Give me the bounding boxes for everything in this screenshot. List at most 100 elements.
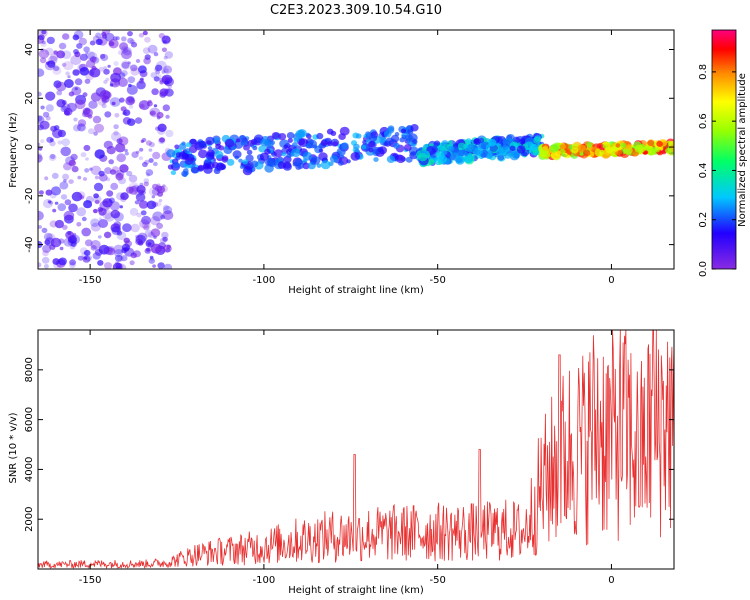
spectrogram-cell xyxy=(48,153,57,161)
spectrogram-cell xyxy=(435,151,441,157)
spectrogram-cell xyxy=(82,177,88,181)
spectrogram-cell xyxy=(41,227,48,233)
spectrogram-cell xyxy=(620,142,627,148)
snr-series-line xyxy=(38,330,674,569)
spectrogram-cell xyxy=(89,167,93,171)
spectrogram-cell xyxy=(82,255,91,263)
spectrogram-cell xyxy=(432,144,438,149)
spectrogram-cell xyxy=(70,153,78,161)
spectrogram-cell xyxy=(92,35,100,42)
spectrogram-cell xyxy=(156,183,161,188)
spectrogram-cell xyxy=(101,103,107,109)
spectrogram-cell xyxy=(152,183,159,190)
spectrogram-cell xyxy=(38,34,45,41)
spectrogram-cell xyxy=(161,47,167,53)
x-tick-label: 0 xyxy=(608,275,614,286)
spectrogram-cell xyxy=(93,182,104,192)
spectrogram-cell xyxy=(437,154,447,164)
spectrogram-cell xyxy=(155,201,162,207)
spectrogram-cell xyxy=(130,223,140,233)
spectrogram-cell xyxy=(103,231,112,239)
spectrogram-cell xyxy=(480,152,487,158)
spectrogram-cell xyxy=(115,143,126,153)
spectrogram-cell xyxy=(502,144,509,150)
spectrogram-cell xyxy=(135,234,139,239)
spectrogram-cell xyxy=(163,68,169,73)
spectrogram-cell xyxy=(46,136,54,143)
spectrogram-cell xyxy=(152,211,164,222)
y-tick-label: 20 xyxy=(24,92,35,105)
spectrogram-cell xyxy=(84,239,93,247)
spectrogram-cell xyxy=(436,145,445,152)
spectrogram-cell xyxy=(332,141,339,147)
spectrogram-cell xyxy=(571,147,579,154)
spectrogram-cell xyxy=(38,68,45,77)
spectrogram-cell xyxy=(94,123,104,133)
spectrogram-cell xyxy=(353,143,360,150)
y-tick-label: 6000 xyxy=(24,407,35,432)
spectrogram-cell xyxy=(157,262,165,269)
spectrogram-cell xyxy=(90,222,101,232)
spectrogram-cell xyxy=(473,147,483,156)
spectrogram-cell xyxy=(40,105,45,110)
spectrogram-cell xyxy=(75,94,87,105)
spectrogram-cell xyxy=(109,83,114,87)
spectrogram-cell xyxy=(184,148,191,154)
spectrogram-cell xyxy=(64,110,70,116)
spectrogram-cell xyxy=(88,100,98,109)
spectrogram-cell xyxy=(164,51,173,59)
spectrogram-cell xyxy=(271,132,280,140)
spectrogram-cell xyxy=(63,61,74,71)
spectrogram-cell xyxy=(161,35,171,44)
spectrogram-cell xyxy=(222,155,229,162)
spectrogram-cell xyxy=(559,148,566,155)
spectrogram-cell xyxy=(99,89,111,100)
spectrogram-cell xyxy=(53,50,58,55)
spectrogram-cell xyxy=(108,39,119,49)
spectrogram-cell xyxy=(53,80,62,88)
spectrogram-cell xyxy=(109,169,117,175)
spectrogram-cell xyxy=(54,125,60,131)
spectrogram-cell xyxy=(140,210,147,216)
snr-x-ticks: -150 -100 -50 0 xyxy=(79,330,615,586)
spectrogram-cell xyxy=(504,153,511,159)
spectrogram-cell xyxy=(144,54,151,60)
spectrogram-cell xyxy=(286,153,292,159)
spectrogram-cell xyxy=(488,139,497,147)
spectrogram-cell xyxy=(38,115,45,124)
x-tick-label: -100 xyxy=(253,575,276,586)
spectrogram-cell xyxy=(45,47,54,56)
spectrogram-cell xyxy=(106,177,111,182)
spectrogram-cell xyxy=(122,111,127,116)
spectrogram-x-label: Height of straight line (km) xyxy=(288,285,424,296)
spectrogram-cell xyxy=(647,148,655,156)
spectrogram-y-ticks: -40 -20 0 20 40 xyxy=(24,43,674,253)
spectrogram-cell xyxy=(85,254,92,261)
spectrogram-cell xyxy=(148,258,155,264)
spectrogram-cell xyxy=(124,151,129,156)
snr-frame xyxy=(37,329,675,570)
colorbar-tick-label: 0.2 xyxy=(698,212,709,228)
spectrogram-cell xyxy=(225,139,235,148)
spectrogram-cell xyxy=(152,151,161,160)
spectrogram-cell xyxy=(184,157,194,165)
spectrogram-cell xyxy=(458,149,466,157)
spectrogram-cell xyxy=(365,131,371,137)
spectrogram-cell xyxy=(45,104,54,112)
spectrogram-cell xyxy=(386,155,396,163)
spectrogram-cell xyxy=(97,97,107,106)
spectrogram-cell xyxy=(47,200,52,204)
spectrogram-cell xyxy=(92,115,102,124)
spectrogram-cell xyxy=(302,162,310,170)
spectrogram-cell xyxy=(73,30,84,39)
spectrogram-cell xyxy=(154,64,163,72)
spectrogram-cell xyxy=(307,139,317,149)
spectrogram-cell xyxy=(84,168,90,173)
spectrogram-cell xyxy=(466,144,476,153)
spectrogram-cell xyxy=(57,140,63,145)
spectrogram-cell xyxy=(400,128,407,134)
spectrogram-cell xyxy=(295,129,305,139)
spectrogram-cell xyxy=(112,262,123,269)
spectrogram-cell xyxy=(121,243,131,252)
spectrogram-cell xyxy=(120,255,128,262)
